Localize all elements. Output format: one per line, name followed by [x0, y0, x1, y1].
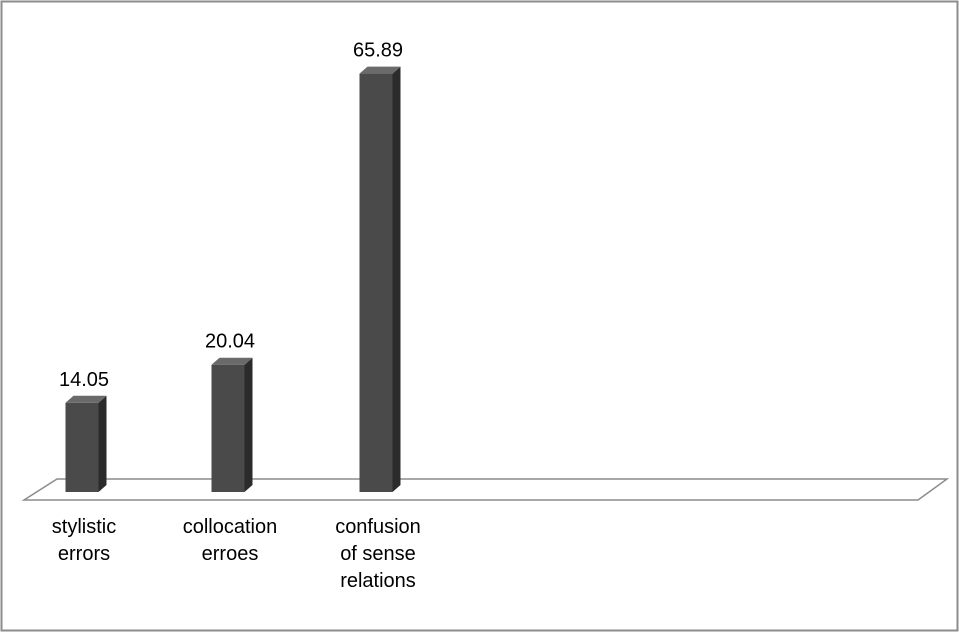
category-label: erroes	[202, 543, 259, 565]
bar-front-face	[65, 402, 99, 492]
category-label: of sense	[340, 543, 416, 565]
category-label: stylistic	[52, 516, 116, 538]
bar	[65, 395, 107, 492]
data-label: 14.05	[59, 369, 109, 391]
data-label: 65.89	[353, 40, 403, 62]
bar-top-face	[65, 395, 107, 403]
category-label: errors	[58, 543, 110, 565]
bar-top-face	[211, 357, 253, 365]
bar-front-face	[359, 73, 393, 492]
bar	[211, 357, 253, 492]
bar-side-face	[392, 66, 401, 492]
bar-side-face	[98, 395, 107, 492]
bar-front-face	[211, 364, 245, 492]
bars-layer	[65, 66, 401, 492]
bar-top-face	[359, 66, 401, 74]
category-label: confusion	[335, 516, 421, 538]
chart-floor	[21, 478, 950, 501]
category-label: relations	[340, 570, 416, 592]
category-label: collocation	[183, 516, 278, 538]
data-label: 20.04	[205, 331, 255, 353]
labels-layer: 14.05 stylistic errors 20.04 collocation erro…	[52, 40, 421, 592]
bar	[359, 66, 401, 492]
bar-side-face	[244, 357, 253, 492]
